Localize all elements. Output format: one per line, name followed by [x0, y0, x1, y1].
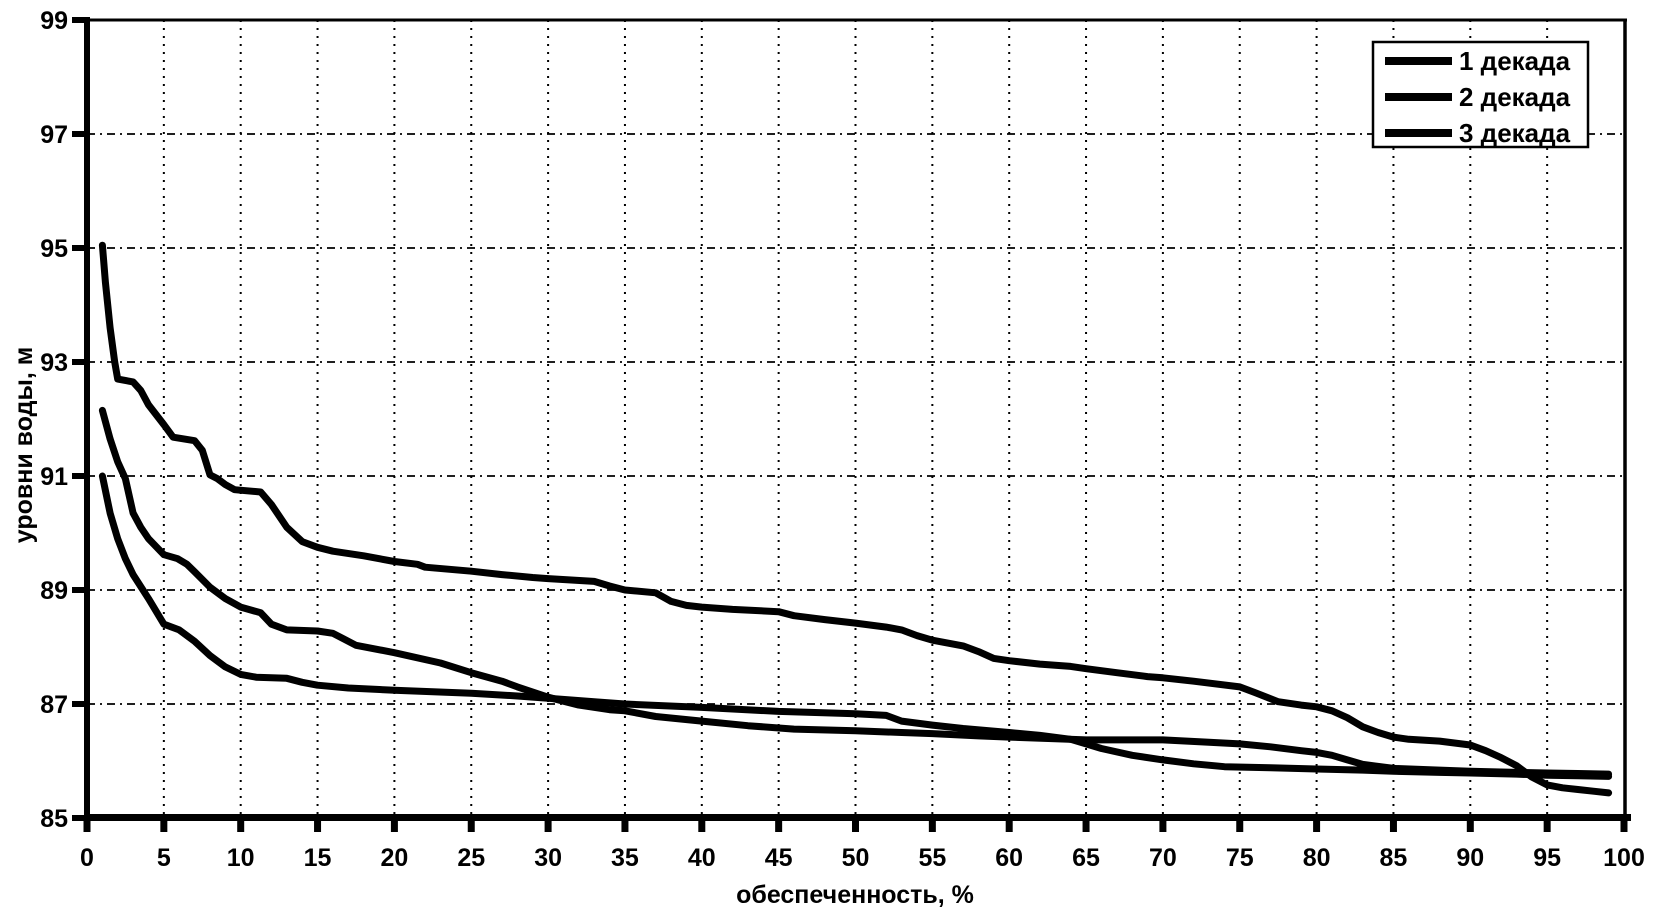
x-tick-label: 90 — [1456, 844, 1484, 872]
x-tick-label: 40 — [688, 844, 716, 872]
legend-item-1: 1 декада — [1385, 46, 1571, 76]
y-tick-label: 95 — [40, 235, 68, 263]
x-tick — [1466, 821, 1474, 832]
x-tick — [544, 821, 552, 832]
y-tick — [72, 131, 87, 137]
curve-series-3 — [98, 472, 1613, 780]
tick-labels: 0 5 10 15 20 25 30 35 40 45 50 55 60 65 70 75 80 85 90 95 10… — [40, 7, 1645, 872]
y-tick — [72, 815, 87, 821]
y-tick — [72, 473, 87, 479]
x-tick — [621, 821, 629, 832]
x-tick-label: 65 — [1072, 844, 1100, 872]
x-tick — [1005, 821, 1013, 832]
y-tick — [72, 245, 87, 251]
x-tick-label: 75 — [1226, 844, 1254, 872]
y-tick-label: 85 — [40, 805, 68, 833]
curves — [98, 241, 1613, 797]
axis-ticks — [72, 17, 1628, 832]
x-tick — [1389, 821, 1397, 832]
legend-label-2: 2 декада — [1459, 82, 1571, 112]
y-tick-label: 97 — [40, 121, 68, 149]
x-tick-label: 30 — [534, 844, 562, 872]
y-tick — [72, 587, 87, 593]
x-tick-label: 15 — [304, 844, 332, 872]
legend-item-2: 2 декада — [1385, 82, 1571, 112]
curve-series-1 — [98, 241, 1613, 797]
y-tick-label: 91 — [40, 463, 68, 491]
x-tick — [928, 821, 936, 832]
y-tick — [72, 359, 87, 365]
x-tick-label: 95 — [1533, 844, 1561, 872]
x-tick-label: 50 — [842, 844, 870, 872]
legend: 1 декада 2 декада 3 декада — [1371, 40, 1590, 149]
x-tick-label: 70 — [1149, 844, 1177, 872]
y-tick — [72, 701, 87, 707]
x-tick-label: 45 — [765, 844, 793, 872]
y-tick — [72, 17, 87, 23]
x-tick-label: 35 — [611, 844, 639, 872]
x-tick-label: 60 — [995, 844, 1023, 872]
y-tick-label: 93 — [40, 349, 68, 377]
legend-item-3: 3 декада — [1385, 118, 1571, 148]
x-tick — [1620, 821, 1628, 832]
x-tick — [390, 821, 398, 832]
x-tick — [83, 821, 91, 832]
x-tick — [160, 821, 168, 832]
curve-series-2 — [98, 406, 1613, 778]
x-tick-label: 85 — [1380, 844, 1408, 872]
y-tick-label: 89 — [40, 577, 68, 605]
x-tick-label: 20 — [380, 844, 408, 872]
y-tick-label: 87 — [40, 691, 68, 719]
x-tick — [1159, 821, 1167, 832]
x-tick-label: 5 — [157, 844, 171, 872]
x-tick — [1313, 821, 1321, 832]
x-tick — [852, 821, 859, 832]
legend-label-1: 1 декада — [1459, 46, 1571, 76]
x-tick — [1543, 821, 1551, 832]
x-tick — [1082, 821, 1090, 832]
y-tick-label: 99 — [40, 7, 68, 35]
x-axis-title: обеспеченность, % — [736, 881, 974, 909]
x-tick — [237, 821, 245, 832]
x-tick — [698, 821, 706, 832]
gridlines — [87, 20, 1624, 817]
x-tick — [467, 821, 475, 832]
x-tick-label: 10 — [227, 844, 255, 872]
x-tick — [314, 821, 322, 832]
x-tick-label: 55 — [918, 844, 946, 872]
y-axis-line — [84, 17, 90, 821]
x-tick — [1236, 821, 1244, 832]
y-axis-title: уровни воды, м — [10, 347, 38, 543]
x-tick — [775, 821, 783, 832]
x-tick-label: 25 — [457, 844, 485, 872]
x-tick-label: 100 — [1603, 844, 1645, 872]
legend-label-3: 3 декада — [1459, 118, 1571, 148]
x-tick-label: 0 — [80, 844, 94, 872]
x-tick-label: 80 — [1303, 844, 1331, 872]
x-axis-line — [84, 814, 1631, 821]
